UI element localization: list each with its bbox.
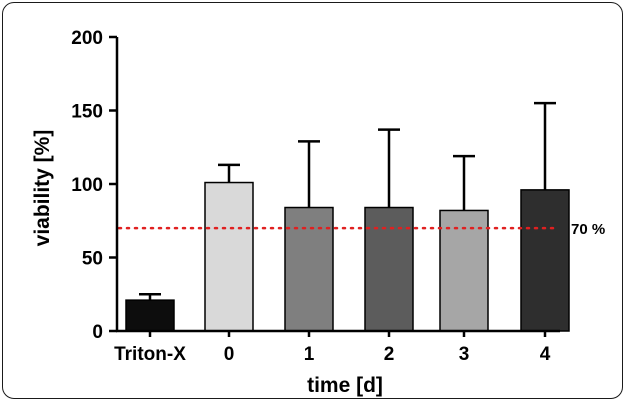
bars-layer <box>125 181 570 332</box>
bar-3 <box>364 206 414 332</box>
x-tick-label: 3 <box>459 344 470 365</box>
y-axis-title: viability [%] <box>31 130 54 247</box>
y-tick-label: 150 <box>71 102 103 123</box>
y-tick-label: 0 <box>92 322 103 343</box>
bar-5 <box>520 189 570 332</box>
x-tick-label: 4 <box>540 344 551 365</box>
x-ticks: Triton-X 0 1 2 3 4 <box>114 331 551 365</box>
x-tick-label: 2 <box>384 344 395 365</box>
y-ticks: 0 50 100 150 200 <box>71 28 117 343</box>
reference-line-label: 70 % <box>571 221 605 238</box>
x-tick-label: 1 <box>304 344 315 365</box>
bar-2 <box>284 206 334 332</box>
x-tick-label: 0 <box>224 344 235 365</box>
y-tick-label: 50 <box>82 249 103 270</box>
x-tick-label: Triton-X <box>114 344 186 365</box>
y-tick-label: 100 <box>71 175 103 196</box>
x-axis-title: time [d] <box>307 374 383 397</box>
bar-0 <box>125 299 175 332</box>
bar-4 <box>439 209 489 332</box>
y-tick-label: 200 <box>71 28 103 49</box>
bar-1 <box>204 181 254 332</box>
error-bars-layer <box>139 101 556 301</box>
